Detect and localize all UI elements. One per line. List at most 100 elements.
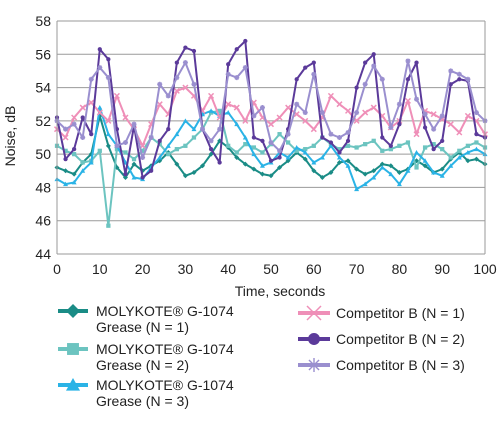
data-point (294, 144, 300, 150)
data-point (225, 71, 231, 77)
data-point (63, 181, 69, 187)
legend-label-g1074-n3: MOLYKOTE® G-1074 Grease (N = 3) (96, 377, 234, 409)
data-point (191, 135, 197, 140)
data-point (303, 65, 308, 70)
legend-marker (67, 343, 79, 355)
data-point (260, 138, 265, 143)
data-point (259, 171, 265, 177)
data-point (234, 121, 240, 127)
y-tick-label: 58 (35, 13, 51, 29)
data-point (122, 114, 129, 121)
data-point (465, 158, 471, 164)
data-point (88, 99, 95, 106)
data-point (285, 104, 292, 111)
data-point (311, 71, 317, 77)
data-point (439, 173, 445, 178)
data-point (388, 147, 393, 152)
x-tick-label: 60 (306, 261, 322, 277)
data-point (71, 171, 77, 177)
data-point (302, 149, 308, 155)
data-point (320, 135, 325, 140)
data-point (336, 135, 342, 140)
series-g1074-n1 (54, 113, 488, 180)
data-point (251, 166, 257, 172)
data-point (208, 138, 214, 144)
data-point (353, 117, 360, 124)
data-point (363, 60, 368, 65)
data-point (165, 93, 171, 99)
data-point (97, 148, 102, 153)
data-point (362, 171, 368, 177)
data-point (277, 164, 283, 170)
data-point (80, 135, 86, 140)
data-point (354, 110, 360, 116)
data-point (183, 45, 188, 50)
y-tick-label: 44 (35, 246, 51, 262)
data-point (182, 84, 189, 91)
data-point (431, 142, 436, 147)
data-point (217, 126, 223, 132)
data-point (166, 127, 171, 132)
y-tick-label: 48 (35, 179, 51, 195)
data-point (260, 150, 265, 155)
data-point (200, 163, 206, 169)
data-point (148, 135, 154, 140)
x-tick-label: 20 (135, 261, 151, 277)
data-point (371, 138, 376, 143)
data-point (457, 148, 462, 153)
data-point (156, 101, 163, 108)
data-point (149, 168, 154, 173)
data-point (337, 150, 342, 155)
y-axis-title: Noise, dB (2, 105, 18, 167)
data-point (97, 65, 103, 71)
data-point (114, 147, 120, 152)
data-point (363, 142, 368, 147)
data-point (285, 140, 291, 145)
data-point (448, 163, 454, 168)
data-point (89, 132, 94, 137)
data-point (226, 62, 231, 67)
data-point (63, 168, 69, 174)
data-point (79, 104, 86, 111)
legend-label-competitor-b-n3: Competitor B (N = 3) (336, 357, 465, 373)
data-point (311, 168, 317, 174)
data-point (319, 110, 325, 116)
data-point (345, 163, 351, 168)
data-point (234, 47, 239, 52)
data-point (122, 139, 128, 145)
data-point (422, 145, 428, 150)
data-point (294, 148, 299, 153)
data-point (173, 87, 180, 94)
legend-symbol-competitor-b-n2 (298, 333, 330, 345)
data-point (413, 131, 420, 138)
legend-symbol-g1074-n1 (58, 304, 88, 318)
legend-label-competitor-b-n1: Competitor B (N = 1) (336, 305, 465, 321)
data-point (388, 125, 394, 131)
data-point (285, 154, 291, 160)
data-point (362, 181, 368, 187)
data-point (157, 81, 163, 87)
data-point (242, 161, 248, 167)
data-point (311, 143, 316, 148)
x-tick-label: 70 (349, 261, 365, 277)
data-point (96, 109, 103, 116)
data-point (456, 129, 463, 136)
data-point (251, 151, 257, 157)
data-point (174, 131, 180, 137)
data-point (396, 181, 402, 187)
data-point (457, 77, 462, 82)
data-point (388, 163, 394, 169)
data-point (259, 105, 265, 111)
data-point (105, 75, 111, 81)
x-tick-label: 80 (392, 261, 408, 277)
data-point (277, 148, 283, 154)
data-point (97, 47, 102, 52)
data-point (191, 126, 197, 132)
data-point (234, 150, 239, 155)
data-point (225, 110, 231, 115)
data-point (422, 158, 428, 163)
data-point (208, 147, 214, 152)
legend-marker (306, 305, 322, 321)
data-point (302, 156, 308, 162)
